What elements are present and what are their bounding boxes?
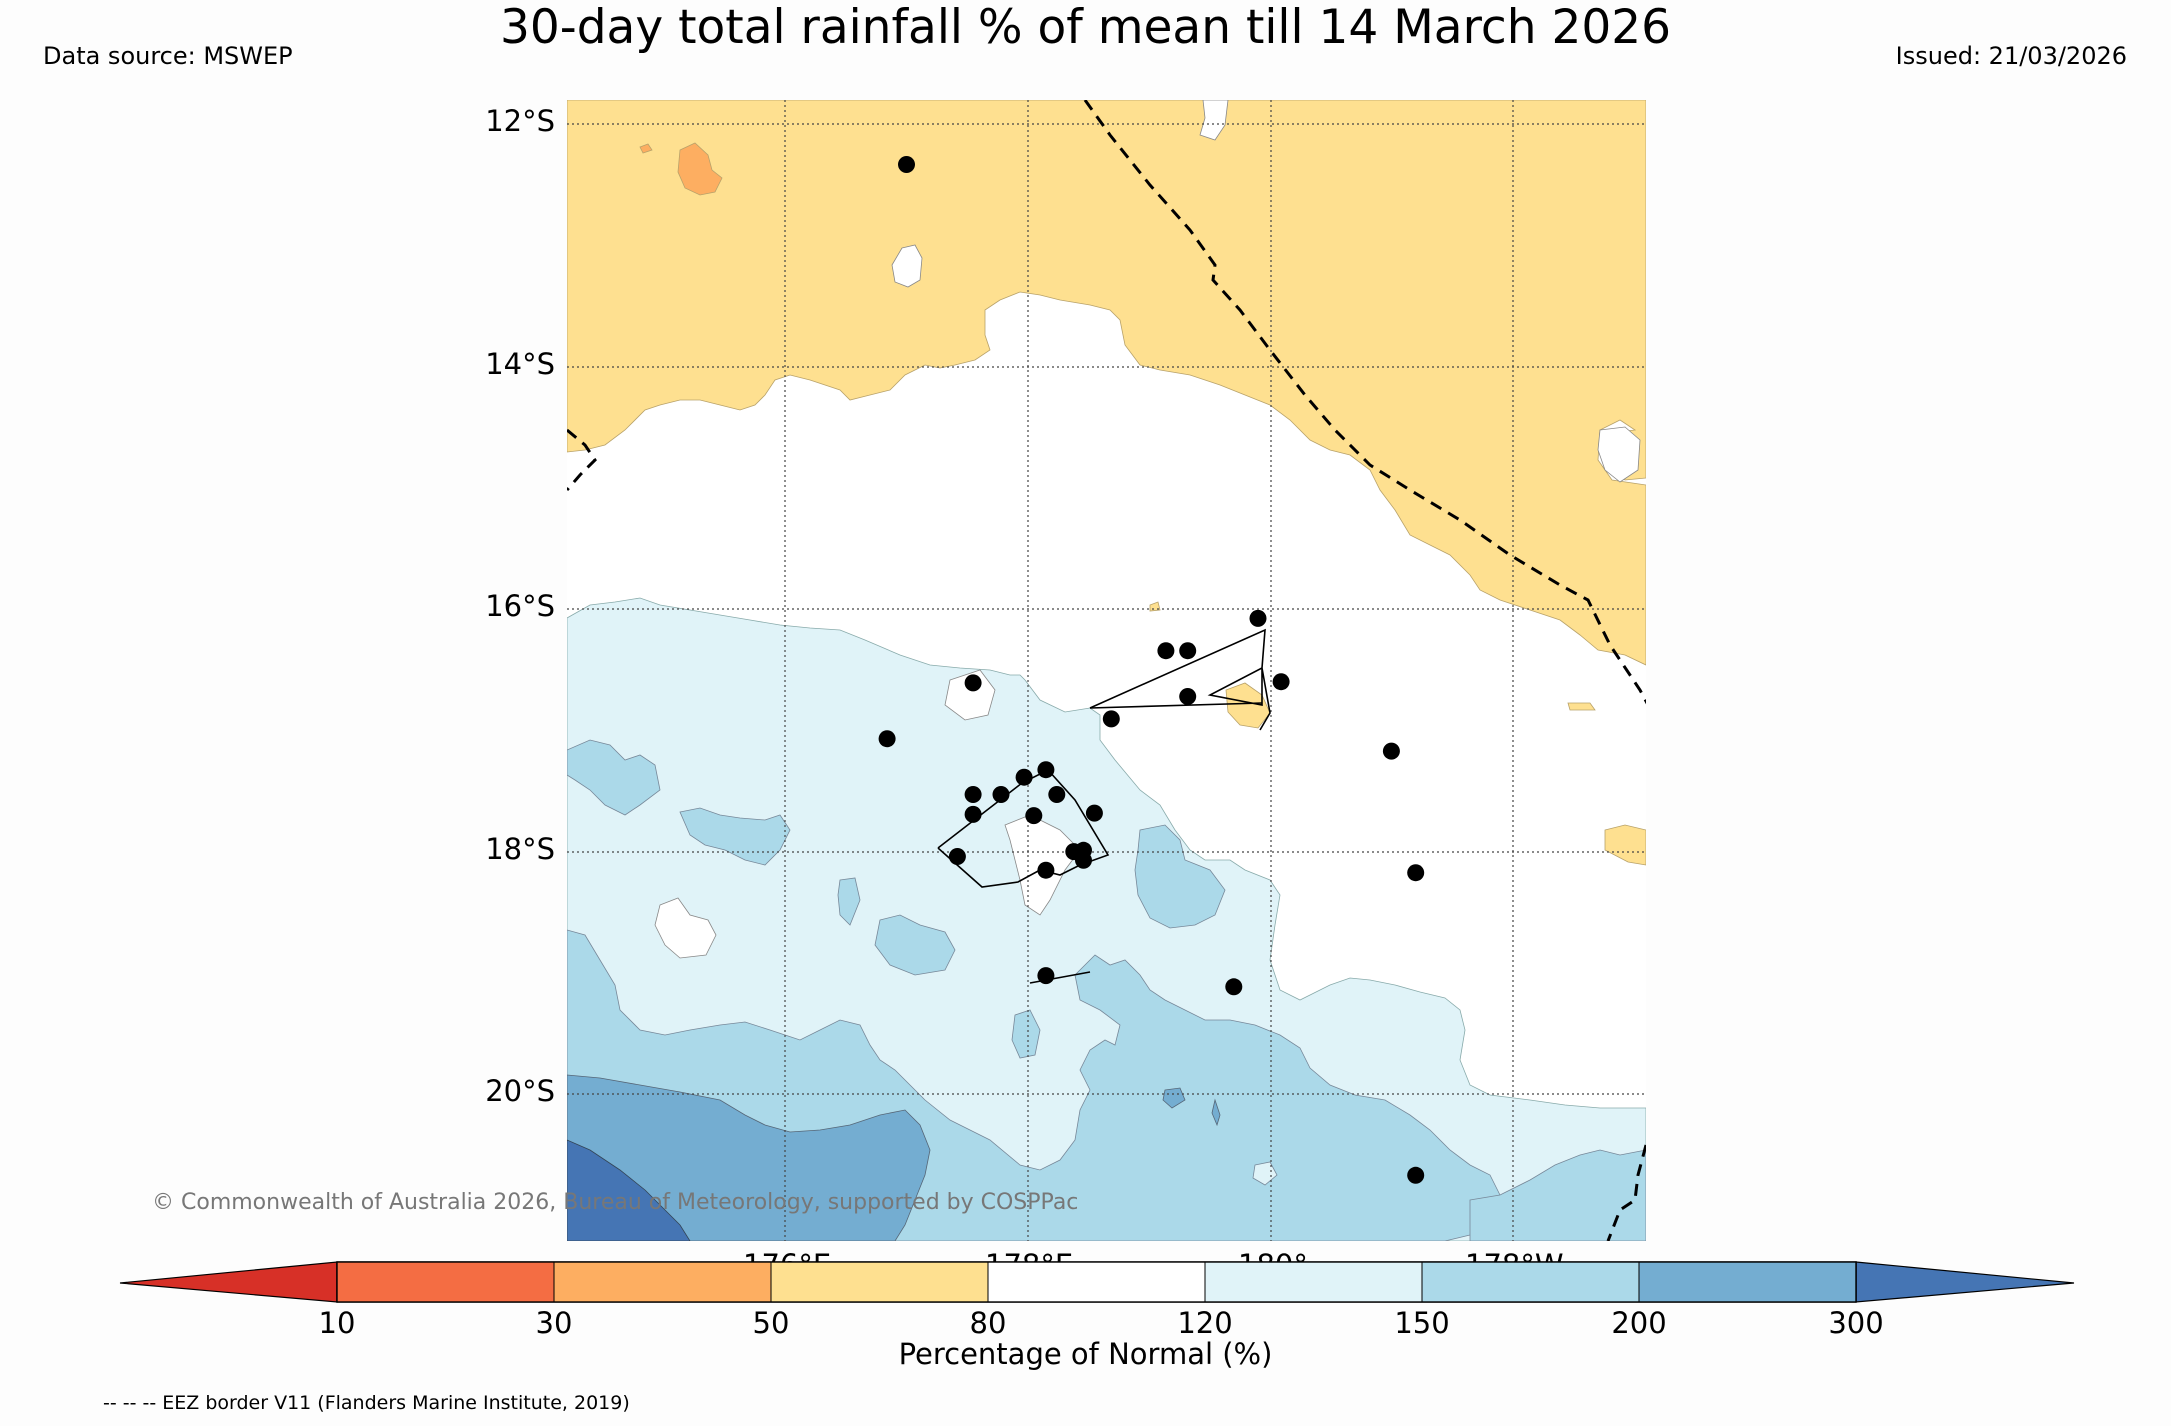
lat-label-14s: 14°S — [485, 347, 555, 381]
map-gridlines — [567, 100, 1646, 1241]
station-marker — [1407, 1166, 1425, 1184]
station-marker — [1037, 967, 1055, 985]
colorbar-tick-30: 30 — [535, 1306, 573, 1340]
station-marker — [1102, 710, 1120, 728]
station-marker — [1225, 978, 1243, 996]
colorbar-tick-300: 300 — [1828, 1306, 1884, 1340]
station-marker — [948, 848, 966, 865]
colorbar-tick-200: 200 — [1611, 1306, 1667, 1340]
colorbar-tick-150: 150 — [1394, 1306, 1450, 1340]
station-marker — [1037, 761, 1055, 779]
station-marker — [1179, 642, 1197, 660]
station-marker — [1015, 768, 1033, 786]
copyright-notice: © Commonwealth of Australia 2026, Bureau… — [152, 1190, 1079, 1215]
station-marker — [1249, 609, 1267, 627]
station-markers — [878, 156, 1425, 1184]
colorbar-band — [1638, 1261, 1857, 1303]
station-marker — [1037, 861, 1055, 879]
band-200-300-region — [567, 1074, 931, 1241]
station-marker — [1085, 804, 1103, 822]
station-marker — [1075, 851, 1092, 869]
station-marker — [964, 805, 982, 823]
station-marker — [1272, 673, 1290, 691]
station-marker — [964, 786, 982, 803]
lat-label-12s: 12°S — [485, 104, 555, 138]
colorbar — [119, 1261, 2075, 1303]
colorbar-tick-10: 10 — [318, 1306, 356, 1340]
station-marker — [1179, 688, 1197, 705]
lon-label-178w: 178°W — [1465, 1248, 1564, 1282]
map-title: 30-day total rainfall % of mean till 14 … — [499, 0, 1672, 55]
station-marker — [964, 674, 982, 692]
lon-label-178e: 178°E — [985, 1248, 1074, 1282]
station-marker — [1407, 864, 1425, 882]
map-fill-layer — [567, 100, 1646, 1241]
lon-label-176e: 176°E — [743, 1248, 832, 1282]
issued-date-label: Issued: 21/03/2026 — [1895, 42, 2127, 70]
station-marker — [898, 156, 915, 173]
station-marker — [992, 786, 1010, 803]
colorbar-min-arrow — [119, 1261, 338, 1303]
lat-label-16s: 16°S — [485, 589, 555, 623]
station-marker — [878, 730, 896, 748]
band-above-300-region — [567, 1139, 691, 1241]
data-source-label: Data source: MSWEP — [43, 42, 293, 70]
lat-label-20s: 20°S — [485, 1074, 555, 1108]
lon-label-180: 180° — [1238, 1248, 1308, 1282]
station-marker — [1025, 807, 1043, 825]
lat-label-18s: 18°S — [485, 832, 555, 866]
colorbar-max-arrow — [1855, 1261, 2075, 1303]
colorbar-tick-80: 80 — [969, 1306, 1007, 1340]
colorbar-tick-50: 50 — [752, 1306, 790, 1340]
station-marker — [1048, 786, 1066, 803]
colorbar-label: Percentage of Normal (%) — [898, 1337, 1273, 1371]
colorbar-band — [336, 1261, 555, 1303]
eez-border — [567, 100, 1646, 1241]
band-50-80-region — [567, 100, 1646, 666]
station-marker — [1157, 642, 1175, 660]
station-marker — [1382, 742, 1400, 760]
colorbar-tick-120: 120 — [1177, 1306, 1233, 1340]
eez-legend-note: -- -- -- EEZ border V11 (Flanders Marine… — [103, 1392, 630, 1414]
colorbar-band — [553, 1261, 772, 1303]
